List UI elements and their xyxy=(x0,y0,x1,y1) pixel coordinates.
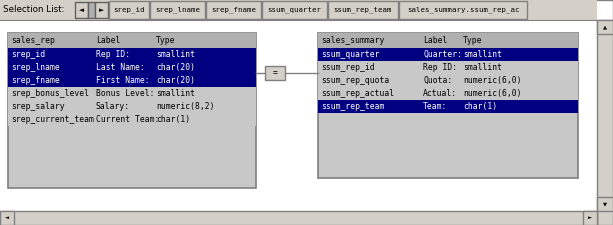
Text: ssum_quarter: ssum_quarter xyxy=(321,50,379,59)
Bar xyxy=(262,1,327,19)
Bar xyxy=(8,48,256,61)
Text: smallint: smallint xyxy=(156,50,195,59)
Text: Last Name:: Last Name: xyxy=(96,63,145,72)
Text: srep_lname: srep_lname xyxy=(11,63,59,72)
Bar xyxy=(207,1,261,19)
Text: Quarter:: Quarter: xyxy=(423,50,462,59)
Bar xyxy=(318,48,578,61)
Text: ssum_quarter: ssum_quarter xyxy=(268,7,322,13)
Bar xyxy=(318,74,578,87)
Text: ssum_rep_actual: ssum_rep_actual xyxy=(321,89,394,98)
Bar xyxy=(8,33,256,188)
Bar xyxy=(150,1,205,19)
Text: ssum_rep_team: ssum_rep_team xyxy=(321,102,384,111)
Text: ►: ► xyxy=(588,216,592,220)
Text: Rep ID:: Rep ID: xyxy=(423,63,457,72)
Text: sales_rep: sales_rep xyxy=(11,36,55,45)
Bar xyxy=(318,100,578,113)
Text: sales_summary: sales_summary xyxy=(321,36,384,45)
Text: Type: Type xyxy=(156,36,175,45)
Text: Team:: Team: xyxy=(423,102,447,111)
Text: numeric(8,2): numeric(8,2) xyxy=(156,102,215,111)
Bar xyxy=(109,1,150,19)
Bar xyxy=(8,100,256,113)
Text: srep_id: srep_id xyxy=(113,7,145,13)
Bar xyxy=(95,2,108,18)
Text: char(20): char(20) xyxy=(156,63,195,72)
Text: numeric(6,0): numeric(6,0) xyxy=(463,89,522,98)
Text: First Name:: First Name: xyxy=(96,76,150,85)
Text: Bonus Level:: Bonus Level: xyxy=(96,89,154,98)
Bar xyxy=(583,211,597,225)
Text: ▲: ▲ xyxy=(603,25,607,29)
Bar xyxy=(8,87,256,100)
Text: smallint: smallint xyxy=(156,89,195,98)
Text: srep_fname: srep_fname xyxy=(11,76,59,85)
Text: Selection List:: Selection List: xyxy=(3,5,64,14)
Bar xyxy=(88,2,95,18)
Text: numeric(6,0): numeric(6,0) xyxy=(463,76,522,85)
Bar xyxy=(318,33,578,178)
Bar xyxy=(0,20,597,211)
Text: Salary:: Salary: xyxy=(96,102,130,111)
Bar xyxy=(8,61,256,74)
Text: srep_bonus_level: srep_bonus_level xyxy=(11,89,89,98)
Bar xyxy=(597,20,613,225)
Text: Type: Type xyxy=(463,36,482,45)
Bar xyxy=(597,197,613,211)
Bar xyxy=(8,74,256,87)
Text: smallint: smallint xyxy=(463,63,502,72)
Text: Rep ID:: Rep ID: xyxy=(96,50,130,59)
Text: ssum_rep_team: ssum_rep_team xyxy=(333,7,392,13)
Text: Label: Label xyxy=(96,36,120,45)
Bar xyxy=(8,33,256,48)
Text: srep_salary: srep_salary xyxy=(11,102,64,111)
Bar xyxy=(75,2,88,18)
Bar xyxy=(318,33,578,48)
Bar xyxy=(0,0,597,20)
Text: srep_lname: srep_lname xyxy=(155,7,200,13)
Text: ssum_rep_id: ssum_rep_id xyxy=(321,63,375,72)
Bar xyxy=(328,1,398,19)
Bar xyxy=(597,20,613,34)
Text: ◄: ◄ xyxy=(5,216,9,220)
Bar xyxy=(318,61,578,74)
Text: srep_id: srep_id xyxy=(11,50,45,59)
Text: ssum_rep_quota: ssum_rep_quota xyxy=(321,76,389,85)
Text: sales_summary.ssum_rep_ac: sales_summary.ssum_rep_ac xyxy=(407,7,519,13)
Text: =: = xyxy=(273,68,278,77)
Text: ▼: ▼ xyxy=(603,202,607,207)
Text: char(1): char(1) xyxy=(156,115,190,124)
Text: srep_fname: srep_fname xyxy=(211,7,256,13)
Text: smallint: smallint xyxy=(463,50,502,59)
Text: char(20): char(20) xyxy=(156,76,195,85)
Text: ►: ► xyxy=(99,7,104,13)
Bar xyxy=(318,87,578,100)
Text: Current Team:: Current Team: xyxy=(96,115,159,124)
Text: Label: Label xyxy=(423,36,447,45)
Text: ◄: ◄ xyxy=(79,7,84,13)
Bar xyxy=(0,211,597,225)
Text: srep_current_team: srep_current_team xyxy=(11,115,94,124)
Bar xyxy=(8,113,256,126)
Text: Quota:: Quota: xyxy=(423,76,452,85)
Text: char(1): char(1) xyxy=(463,102,497,111)
Bar xyxy=(265,66,285,80)
Bar xyxy=(0,211,14,225)
Bar xyxy=(399,1,527,19)
Text: Actual:: Actual: xyxy=(423,89,457,98)
